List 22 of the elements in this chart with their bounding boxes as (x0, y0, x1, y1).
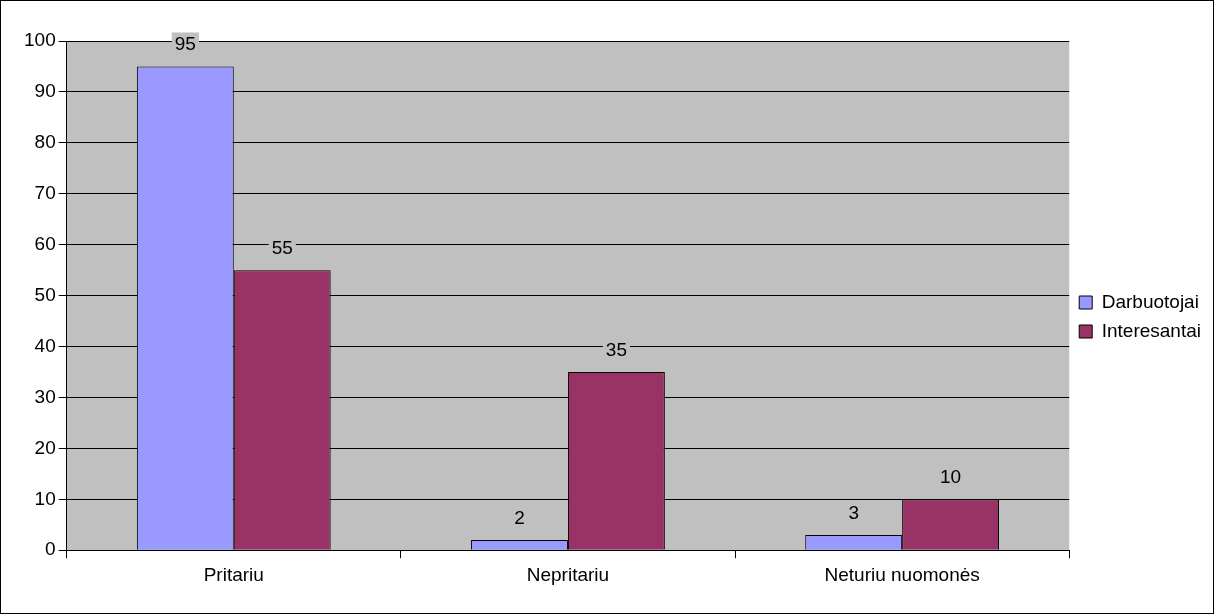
data-label: 95 (174, 33, 196, 55)
data-label: 3 (848, 501, 859, 523)
legend-label: Darbuotojai (1101, 290, 1199, 312)
y-tick-label: 60 (34, 232, 56, 254)
y-tick-label: 70 (34, 181, 56, 203)
x-tick-label: Pritariu (203, 563, 264, 585)
data-label: 35 (605, 338, 627, 360)
data-label: 10 (940, 466, 962, 488)
y-tick-label: 0 (45, 538, 56, 560)
data-label: 2 (514, 506, 525, 528)
x-tick-label: Neturiu nuomonės (824, 563, 980, 585)
y-tick-label: 20 (34, 436, 56, 458)
data-label: 55 (271, 236, 293, 258)
y-tick-label: 90 (34, 80, 56, 102)
legend-label: Interesantai (1101, 319, 1202, 341)
y-tick-label: 80 (34, 131, 56, 153)
y-tick-label: 100 (24, 29, 56, 51)
x-tick-label: Nepritariu (526, 563, 610, 585)
y-tick-label: 50 (34, 283, 56, 305)
y-tick-label: 10 (34, 487, 56, 509)
y-tick-label: 40 (34, 334, 56, 356)
y-tick-label: 30 (34, 385, 56, 407)
